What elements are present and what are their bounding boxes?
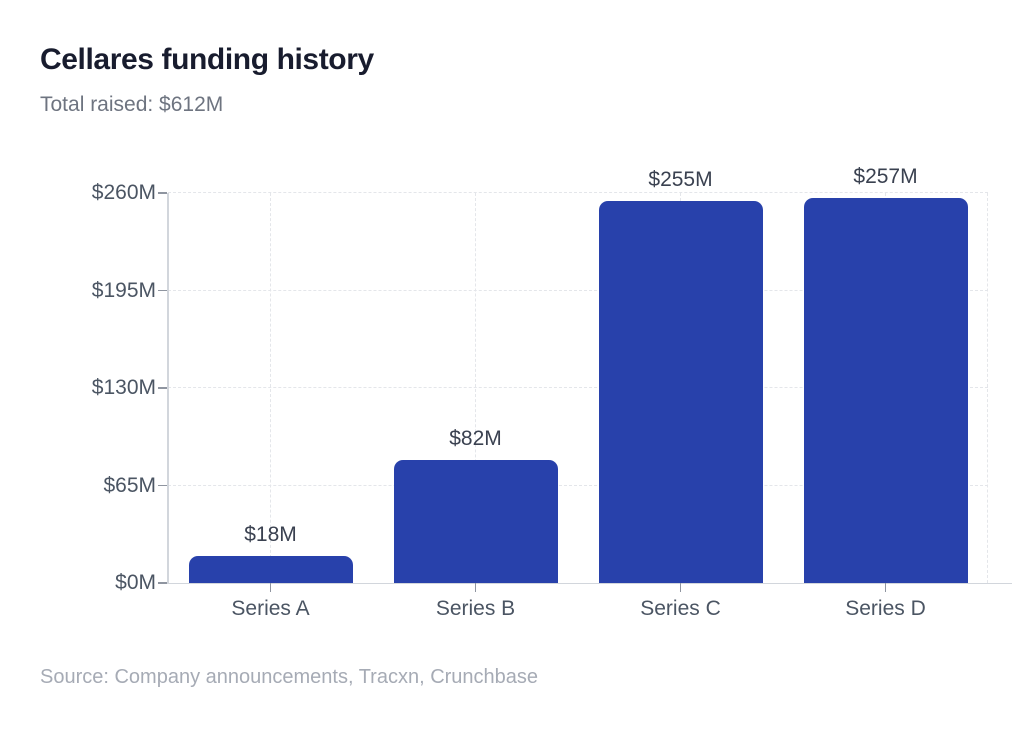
bar-value-label: $18M bbox=[244, 523, 297, 546]
chart-title: Cellares funding history bbox=[40, 43, 374, 76]
x-axis-tick bbox=[474, 583, 477, 592]
x-axis-category-label: Series D bbox=[845, 597, 926, 620]
y-axis-tick bbox=[158, 192, 167, 194]
y-axis-tick-label: $260M bbox=[91, 181, 156, 204]
y-axis-tick-label: $65M bbox=[103, 473, 156, 497]
horizontal-gridline bbox=[168, 192, 988, 194]
y-axis-tick bbox=[158, 387, 167, 389]
funding-bar-series-a bbox=[188, 556, 353, 583]
funding-bar-series-d bbox=[803, 197, 968, 583]
x-axis-category-label: Series B bbox=[435, 597, 516, 620]
horizontal-gridline bbox=[168, 387, 988, 389]
y-axis-line bbox=[167, 193, 169, 583]
x-axis-tick bbox=[269, 583, 272, 592]
y-axis-tick bbox=[158, 289, 167, 292]
plot-right-border bbox=[987, 193, 989, 583]
x-axis-category-label: Series A bbox=[231, 597, 310, 620]
y-axis-tick bbox=[158, 484, 167, 487]
vertical-gridline bbox=[474, 193, 476, 583]
y-axis-tick bbox=[158, 582, 167, 584]
y-axis-tick-label: $0M bbox=[115, 571, 156, 594]
x-axis-category-label: Series C bbox=[640, 597, 721, 620]
horizontal-gridline bbox=[168, 289, 988, 291]
vertical-gridline bbox=[269, 193, 271, 583]
bar-value-label: $82M bbox=[449, 427, 502, 450]
total-raised-subtitle: Total raised: $612M bbox=[40, 93, 224, 116]
y-axis-tick-label: $195M bbox=[91, 278, 156, 302]
bar-value-label: $255M bbox=[648, 167, 713, 191]
bar-chart-plot-area: $0M $65M $130M $195M $260M $18M Series A $82M Se… bbox=[92, 165, 1012, 620]
y-axis-tick-label: $130M bbox=[91, 376, 156, 399]
bar-value-label: $257M bbox=[853, 164, 918, 188]
x-axis-tick bbox=[884, 583, 887, 592]
x-axis-tick bbox=[679, 583, 682, 592]
funding-bar-series-c bbox=[598, 200, 763, 583]
horizontal-gridline bbox=[168, 484, 988, 486]
x-axis-line bbox=[167, 582, 1012, 584]
source-note: Source: Company announcements, Tracxn, C… bbox=[40, 666, 539, 688]
funding-bar-series-b bbox=[393, 460, 558, 583]
